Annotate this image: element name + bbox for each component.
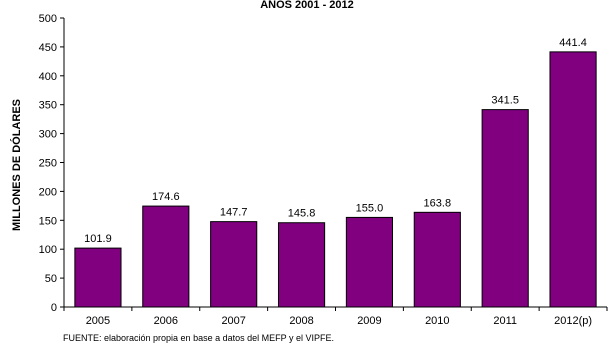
data-label: 163.8 [424,197,452,209]
y-tick-label: 400 [39,71,57,83]
data-label: 174.6 [152,191,180,203]
bar [413,211,461,308]
y-tick-label: 200 [39,186,57,198]
x-tick-label: 2007 [221,315,245,327]
data-label: 147.7 [220,207,248,219]
y-tick-label: 0 [51,302,57,314]
x-tick-label: 2012(p) [554,315,592,327]
data-label: 155.0 [356,202,384,214]
y-tick-label: 150 [39,215,57,227]
bar [142,205,190,308]
y-tick-label: 350 [39,100,57,112]
data-label: 341.5 [491,95,519,107]
x-tick-label: 2006 [154,315,178,327]
bar [481,109,529,308]
bar [345,216,394,308]
x-tick-label: 2011 [493,315,517,327]
x-tick-label: 2008 [289,315,313,327]
bar [74,247,122,308]
plot-area: 0 50 100 150 200 250 300 350 400 450 500 101.9 2005 1… [39,13,608,327]
bar [210,221,258,308]
y-tick-label: 300 [39,129,57,141]
data-label: 441.4 [559,37,587,49]
bar [549,51,597,308]
y-tick-label: 100 [39,244,57,256]
y-axis-label: MILLONES DE DÓLARES [10,99,23,231]
y-tick-label: 500 [39,13,57,25]
bar [277,222,326,308]
source-note: FUENTE: elaboración propia en base a dat… [63,333,334,343]
y-tick-label: 450 [39,42,57,54]
data-label: 101.9 [84,233,112,245]
chart-title: AÑOS 2001 - 2012 [260,0,354,11]
x-tick-label: 2009 [357,315,381,327]
y-tick-label: 250 [39,158,57,170]
data-label: 145.8 [288,208,316,220]
x-tick-label: 2010 [425,315,449,327]
x-tick-label: 2005 [86,315,110,327]
y-tick-label: 50 [45,273,57,285]
